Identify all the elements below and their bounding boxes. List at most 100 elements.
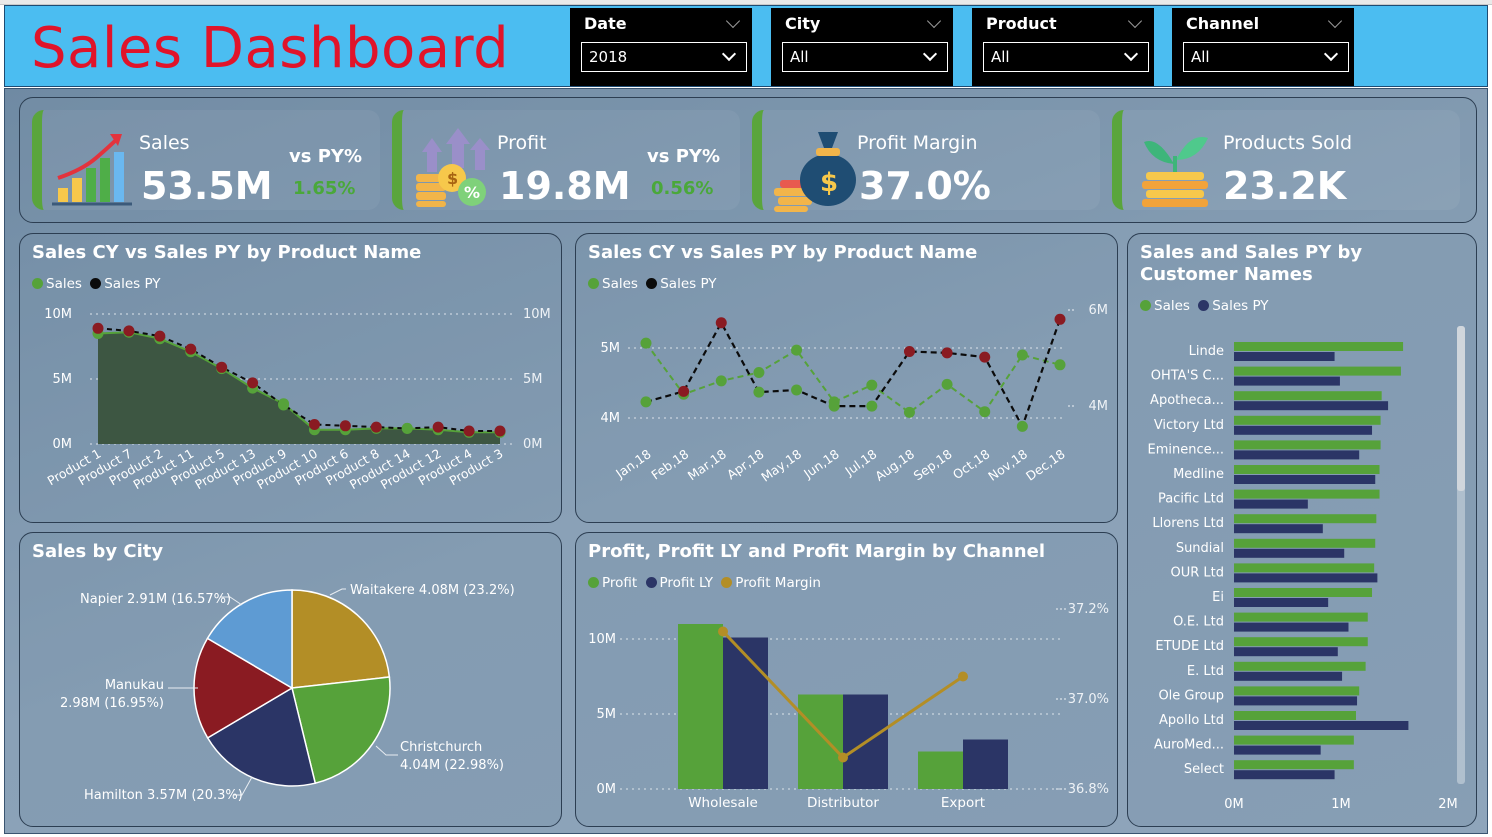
kpi-sales-vs-label: vs PY% [289, 146, 362, 167]
city-dropdown-value: All [790, 48, 809, 66]
sales-py-point [123, 325, 135, 337]
chart-profit-by-channel-panel[interactable]: Profit, Profit LY and Profit Margin by C… [575, 532, 1118, 827]
legend-dot-profit-ly [645, 577, 657, 588]
y-tick-left: 4M [601, 411, 621, 426]
kpi-profit-vs-value: 0.56% [651, 178, 714, 199]
chart5-title: Profit, Profit LY and Profit Margin by C… [588, 541, 1045, 562]
y-tick-right: 37.2% [1068, 602, 1109, 617]
y-tick-right: 5M [523, 372, 543, 387]
chart-monthly-sales-panel[interactable]: Sales CY vs Sales PY by Product Name Sal… [575, 233, 1118, 523]
top-strip [0, 0, 1492, 5]
sales-bar [1234, 588, 1373, 597]
y-tick-right: 36.8% [1068, 782, 1109, 797]
sales-py-bar [1234, 647, 1338, 657]
city-slicer-label: City [785, 14, 821, 33]
legend-dot-profit [588, 577, 599, 588]
y-tick-label: Select [1184, 762, 1224, 777]
chevron-down-icon[interactable] [922, 46, 938, 62]
chevron-down-icon[interactable] [1127, 13, 1143, 29]
kpi-card-sales[interactable]: Sales 53.5M vs PY% 1.65% [32, 110, 380, 210]
city-dropdown[interactable]: All [782, 42, 948, 72]
sales-py-point [791, 384, 803, 396]
chevron-down-icon[interactable] [1123, 46, 1139, 62]
date-slicer[interactable]: Date 2018 [570, 8, 752, 86]
chart-sales-by-city-panel[interactable]: Sales by City Waitakere 4.08M (23.2%) Chr… [19, 532, 562, 827]
y-tick-label: OHTA'S C... [1151, 369, 1224, 384]
sales-point [791, 344, 803, 356]
kpi-card-profit-margin[interactable]: $ Profit Margin 37.0% [752, 110, 1100, 212]
chart3-plot: 0M 1M 2M Linde OHTA'S C... Apotheca... Victory… [1147, 342, 1458, 812]
sales-point [1054, 359, 1066, 371]
dashboard-title: Sales Dashboard [31, 16, 510, 81]
sales-point [866, 379, 878, 391]
channel-slicer[interactable]: Channel All [1172, 8, 1354, 86]
y-tick-label: Llorens Ltd [1152, 516, 1224, 531]
kpi-margin-title: Profit Margin [857, 132, 978, 154]
y-tick-label: Eminence... [1147, 442, 1224, 457]
chevron-down-icon[interactable] [725, 13, 741, 29]
chart-customer-sales-panel[interactable]: Sales and Sales PY by Customer Names Sal… [1127, 233, 1477, 827]
y-tick-left: 0M [53, 437, 73, 452]
chevron-down-icon[interactable] [926, 13, 942, 29]
chevron-down-icon[interactable] [1323, 46, 1339, 62]
profit-margin-point [838, 752, 848, 763]
channel-dropdown[interactable]: All [1183, 42, 1349, 72]
sales-py-bar [1234, 376, 1340, 386]
y-tick-label: OUR Ltd [1170, 565, 1224, 580]
pie-slice [291, 589, 391, 689]
chart4-title: Sales by City [32, 541, 164, 562]
sales-py-point [494, 425, 506, 437]
legend-sales: Sales [1154, 298, 1190, 314]
sales-py-bar [1234, 696, 1358, 706]
chevron-down-icon[interactable] [1327, 13, 1343, 29]
sales-py-bar [1234, 499, 1308, 509]
sales-py-point [432, 421, 444, 433]
sales-py-point [339, 420, 351, 432]
sales-py-point [463, 425, 475, 437]
sales-py-bar [1234, 573, 1378, 583]
chart5-legend: Profit Profit LY Profit Margin [588, 575, 821, 591]
sales-py-point [715, 317, 727, 329]
kpi-products-value: 23.2K [1223, 164, 1347, 208]
leader-line [234, 776, 253, 796]
chart-sales-by-product-panel[interactable]: Sales CY vs Sales PY by Product Name Sal… [19, 233, 562, 523]
sales-py-bar [1234, 671, 1343, 681]
kpi-card-products-sold[interactable]: Products Sold 23.2K [1112, 110, 1460, 210]
y-tick-left: 10M [44, 307, 72, 322]
product-dropdown[interactable]: All [983, 42, 1149, 72]
y-tick-label: Apotheca... [1150, 393, 1224, 408]
x-tick-label: May,18 [758, 446, 804, 485]
y-tick-right: 4M [1089, 399, 1109, 414]
kpi-card-profit[interactable]: $ % Profit 19.8M vs PY% 0.56% [392, 110, 740, 210]
sales-py-point [1016, 420, 1028, 432]
sales-py-point [401, 422, 413, 434]
sales-bar [1234, 686, 1360, 696]
date-dropdown[interactable]: 2018 [581, 42, 747, 72]
y-tick-label: AuroMed... [1154, 738, 1224, 753]
sales-bar [1234, 440, 1381, 450]
sales-py-bar [1234, 548, 1345, 558]
y-tick-label: Victory Ltd [1154, 418, 1224, 433]
scrollbar-thumb[interactable] [1457, 326, 1465, 491]
svg-text:$: $ [820, 168, 838, 198]
sales-growth-icon [52, 134, 132, 206]
sales-bar [1234, 391, 1382, 401]
chart2-title: Sales CY vs Sales PY by Product Name [588, 242, 978, 263]
chart3-legend: Sales Sales PY [1140, 298, 1269, 314]
y-tick-label: Linde [1189, 344, 1224, 359]
sales-py-bar [1234, 721, 1409, 730]
vertical-scrollbar[interactable] [1457, 326, 1465, 784]
profit-coins-icon: $ % [416, 128, 490, 207]
product-slicer[interactable]: Product All [972, 8, 1154, 86]
chevron-down-icon[interactable] [721, 46, 737, 62]
slice-label: Napier 2.91M (16.57%) [80, 592, 231, 607]
y-tick-left: 5M [601, 341, 621, 356]
x-tick-label: Nov,18 [985, 446, 1030, 484]
profit-margin-point [718, 626, 728, 637]
sales-py-bar [1234, 770, 1335, 780]
sales-py-bar [1234, 598, 1329, 607]
kpi-products-title: Products Sold [1223, 132, 1353, 154]
y-tick-label: Ei [1212, 590, 1224, 605]
city-slicer[interactable]: City All [771, 8, 953, 86]
sales-bar [1234, 711, 1356, 720]
